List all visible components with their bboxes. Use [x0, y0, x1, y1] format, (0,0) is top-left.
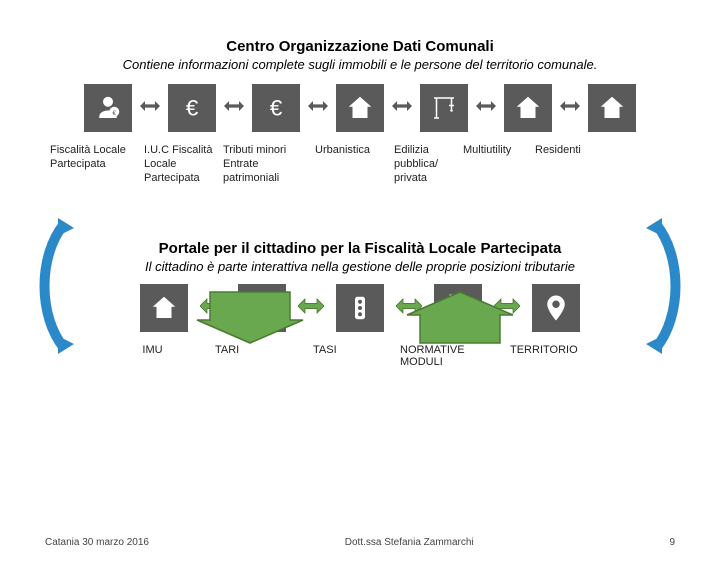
top-icon-row: € € €	[0, 84, 720, 132]
portal-subtitle: Il cittadino è parte interattiva nella g…	[0, 259, 720, 274]
double-arrow-icon	[308, 96, 328, 121]
label-normative: NORMATIVEMODULI	[400, 344, 510, 368]
bottom-icon-row	[0, 284, 720, 332]
double-arrow-icon	[224, 96, 244, 121]
euro-icon: €	[252, 84, 300, 132]
euro-icon: €	[168, 84, 216, 132]
svg-text:€: €	[186, 96, 199, 121]
label-iuc: I.U.C Fiscalità Locale Partecipata	[144, 144, 219, 185]
double-arrow-icon	[560, 96, 580, 121]
curve-arrow-right-icon	[644, 216, 692, 356]
double-arrow-icon	[140, 96, 160, 121]
traffic-light-icon	[336, 284, 384, 332]
footer-left: Catania 30 marzo 2016	[45, 537, 149, 548]
label-multiutility: Multiutility	[463, 144, 531, 158]
label-fiscal: Fiscalità Locale Partecipata	[50, 144, 140, 172]
curve-arrow-left-icon	[28, 216, 76, 356]
portal-title: Portale per il cittadino per la Fiscalit…	[0, 240, 720, 257]
page-subtitle: Contiene informazioni complete sugli imm…	[0, 57, 720, 72]
footer: Catania 30 marzo 2016 Dott.ssa Stefania …	[0, 537, 720, 548]
svg-text:€: €	[270, 96, 283, 121]
top-label-row: Fiscalità Locale Partecipata I.U.C Fisca…	[0, 144, 720, 185]
block-arrow-up-icon	[405, 290, 515, 345]
label-tari: TARI	[205, 344, 305, 356]
crane-icon	[420, 84, 468, 132]
double-arrow-icon	[476, 96, 496, 121]
page-title: Centro Organizzazione Dati Comunali	[0, 38, 720, 55]
house-icon	[504, 84, 552, 132]
fiscal-icon: €	[84, 84, 132, 132]
house-icon	[336, 84, 384, 132]
label-territorio: TERRITORIO	[510, 344, 610, 356]
svg-text:€: €	[113, 110, 117, 117]
label-edilizia: Ediliziapubblica/privata	[394, 144, 459, 185]
footer-right: 9	[669, 537, 675, 548]
label-imu: IMU	[100, 344, 205, 356]
label-tributi: Tributi minori Entrate patrimoniali	[223, 144, 311, 185]
label-urbanistica: Urbanistica	[315, 144, 390, 158]
footer-center: Dott.ssa Stefania Zammarchi	[345, 537, 474, 548]
block-arrow-down-icon	[195, 290, 305, 345]
house-icon	[140, 284, 188, 332]
label-tasi: TASI	[305, 344, 400, 356]
house-icon	[588, 84, 636, 132]
pin-icon	[532, 284, 580, 332]
double-arrow-icon	[392, 96, 412, 121]
bottom-label-row: IMU TARI TASI NORMATIVEMODULI TERRITORIO	[0, 344, 720, 368]
label-residenti: Residenti	[535, 144, 595, 158]
